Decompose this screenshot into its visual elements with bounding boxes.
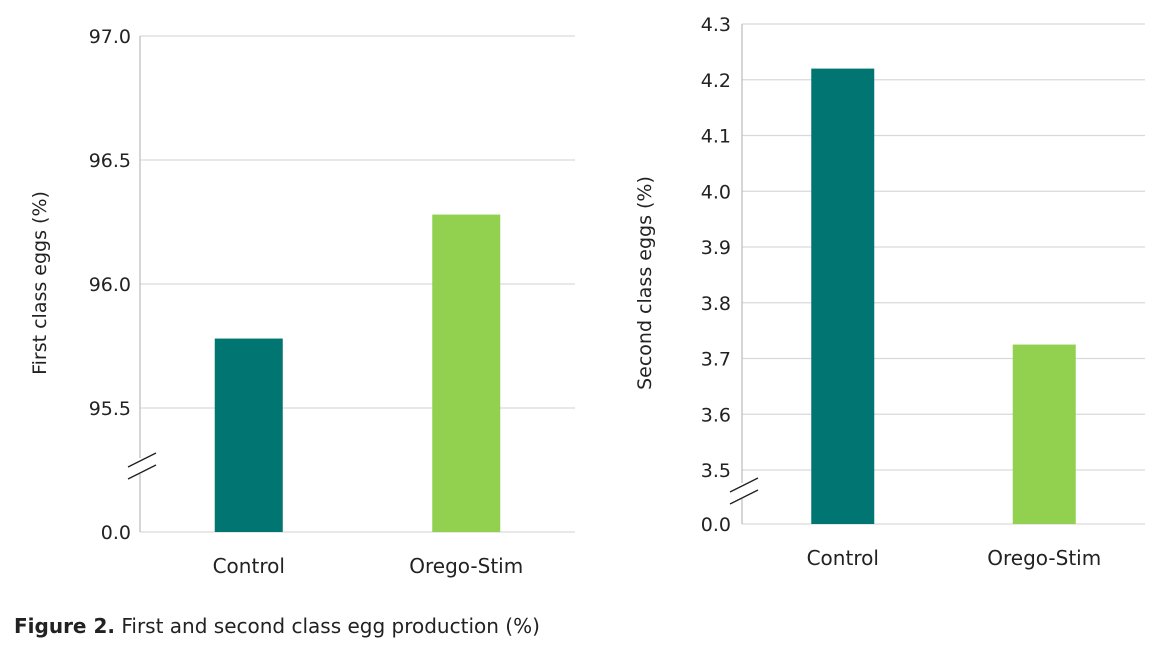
y-tick-label: 3.6 [701, 404, 731, 426]
y-tick-label: 96.5 [89, 150, 131, 172]
axis-break-slash [729, 489, 759, 505]
y-tick-label: 96.0 [89, 274, 131, 296]
caption-label: Figure 2. [14, 614, 115, 638]
y-tick-label: 95.5 [89, 398, 131, 420]
y-tick-label: 97.0 [89, 26, 131, 48]
y-tick-label: 3.8 [701, 293, 731, 315]
x-category-label: Control [807, 546, 879, 570]
y-tick-label: 0.0 [701, 514, 731, 536]
y-tick-label: 3.5 [701, 460, 731, 482]
caption-text: First and second class egg production (%… [114, 614, 540, 638]
y-tick-label: 4.1 [701, 126, 731, 148]
y-axis-label: First class eggs (%) [29, 191, 51, 375]
axis-break-slash [729, 477, 759, 493]
bar-orego-stim [1012, 344, 1076, 524]
y-axis-label: Second class eggs (%) [634, 176, 656, 390]
bar-orego-stim [432, 214, 501, 532]
y-tick-label: 3.9 [701, 237, 731, 259]
y-tick-label: 4.2 [701, 70, 731, 92]
y-tick-label: 4.0 [701, 181, 731, 203]
y-tick-label: 0.0 [101, 522, 131, 544]
x-category-label: Orego-Stim [409, 554, 523, 578]
bar-control [214, 338, 283, 532]
y-tick-label: 3.7 [701, 349, 731, 371]
figure-caption: Figure 2. First and second class egg pro… [14, 614, 540, 638]
x-category-label: Orego-Stim [987, 546, 1101, 570]
x-category-label: Control [213, 554, 285, 578]
axis-break-slash [127, 464, 157, 480]
axis-break-slash [127, 452, 157, 468]
y-tick-label: 4.3 [701, 14, 731, 36]
bar-control [811, 68, 875, 524]
